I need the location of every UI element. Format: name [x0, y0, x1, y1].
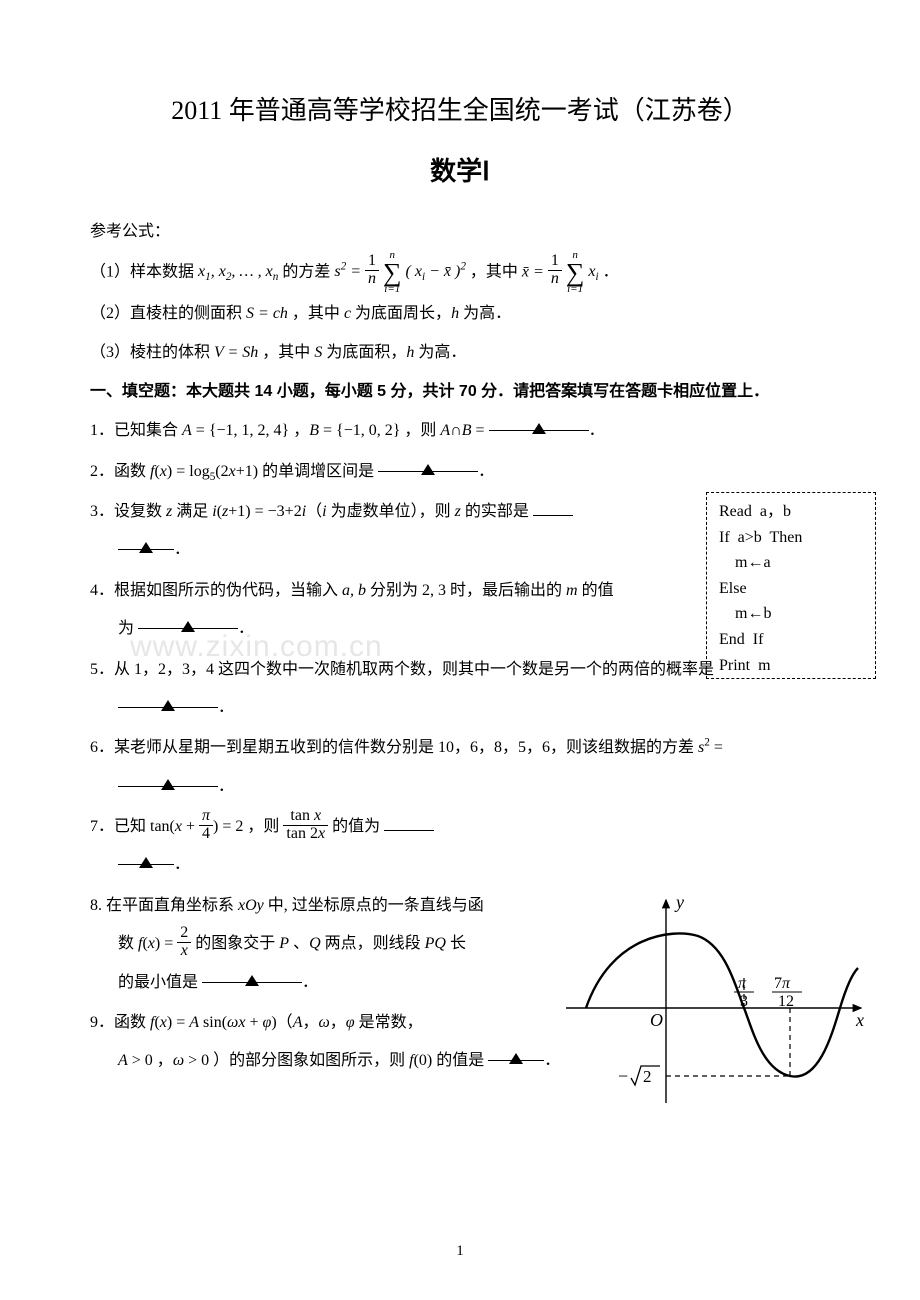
svg-text:12: 12	[778, 993, 794, 1010]
sum-term-b: xi	[588, 263, 598, 280]
ref1-pre: （1）样本数据	[90, 263, 198, 280]
code-l5: m←b	[719, 601, 865, 627]
ref1-mid: 的方差	[282, 263, 334, 280]
blank-2	[378, 453, 478, 472]
blank-7b	[118, 846, 174, 865]
svg-text:π: π	[738, 975, 747, 992]
question-4: 4．根据如图所示的伪代码，当输入 a, b 分别为 2, 3 时，最后输出的 m…	[90, 572, 680, 649]
ref-formula-1: （1）样本数据 x1, x2, … , xn 的方差 s2 = 1n n∑i=1…	[90, 250, 830, 295]
frac-2-over-x: 2x	[177, 925, 191, 960]
sum-sigma-b: n∑i=1	[566, 250, 585, 295]
blank-1	[489, 412, 589, 431]
svg-text:3: 3	[740, 993, 748, 1010]
blank-7a	[384, 812, 434, 831]
svg-text:O: O	[650, 1010, 663, 1030]
code-l7: Print m	[719, 653, 865, 679]
code-l2: If a>b Then	[719, 525, 865, 551]
svg-text:x: x	[855, 1010, 864, 1030]
question-1: 1．已知集合 A = {−1, 1, 2, 4} ，B = {−1, 0, 2}…	[90, 412, 830, 450]
svg-text:−: −	[618, 1066, 628, 1086]
question-2: 2．函数 f(x) = log5(2x+1) 的单调增区间是 ．	[90, 453, 830, 491]
sum-sigma-a: n∑i=1	[383, 250, 402, 295]
svg-text:y: y	[674, 892, 684, 912]
svg-text:2: 2	[643, 1067, 652, 1086]
ref-header: 参考公式：	[90, 216, 830, 248]
title-main: 2011 年普通高等学校招生全国统一考试（江苏卷）	[90, 90, 830, 127]
blank-6	[118, 768, 218, 787]
title-sub: 数学Ⅰ	[90, 151, 830, 188]
frac-1-over-n-a: 1n	[365, 253, 379, 288]
page-number: 1	[0, 1243, 920, 1260]
function-graph: y x O π 3 7π 12 − 2	[556, 888, 876, 1118]
ref-formula-2: （2）直棱柱的侧面积 S = ch ，其中 c 为底面周长，h 为高．	[90, 295, 830, 333]
frac-pi-4: π4	[199, 808, 213, 843]
xbar-def: x̄ =	[522, 263, 548, 280]
blank-5	[118, 689, 218, 708]
blank-4	[138, 610, 238, 629]
blank-3a	[533, 497, 573, 516]
svg-text:7π: 7π	[774, 975, 791, 992]
question-7: 7．已知 tan(x + π4) = 2 ，则 tan xtan 2x 的值为 …	[90, 808, 830, 885]
ref1-tail: ，其中	[470, 263, 522, 280]
ref1-vars: x1, x2, … , xn	[198, 263, 278, 280]
question-8: 8. 在平面直角坐标系 xOy 中, 过坐标原点的一条直线与函 数 f(x) =…	[90, 887, 530, 1002]
ref1-s2: s2 =	[334, 263, 365, 280]
frac-1-over-n-b: 1n	[548, 253, 562, 288]
question-6: 6．某老师从星期一到星期五收到的信件数分别是 10，6，8，5，6，则该组数据的…	[90, 729, 830, 806]
blank-9	[488, 1042, 544, 1061]
ref-formula-3: （3）棱柱的体积 V = Sh ，其中 S 为底面积，h 为高．	[90, 334, 830, 372]
code-l3: m←a	[719, 550, 865, 576]
sum-term-a: ( xi − x̄ )2	[406, 263, 466, 280]
pseudocode-box: Read a，b If a>b Then m←a Else m←b End If…	[706, 492, 876, 679]
code-l1: Read a，b	[719, 499, 865, 525]
frac-tanx-tan2x: tan xtan 2x	[283, 808, 328, 843]
section-header: 一、填空题：本大题共 14 小题，每小题 5 分，共计 70 分．请把答案填写在…	[90, 376, 830, 408]
code-l4: Else	[719, 576, 865, 602]
blank-3b	[118, 531, 174, 550]
ref1-period: ．	[603, 263, 619, 280]
code-l6: End If	[719, 627, 865, 653]
blank-8	[202, 964, 302, 983]
